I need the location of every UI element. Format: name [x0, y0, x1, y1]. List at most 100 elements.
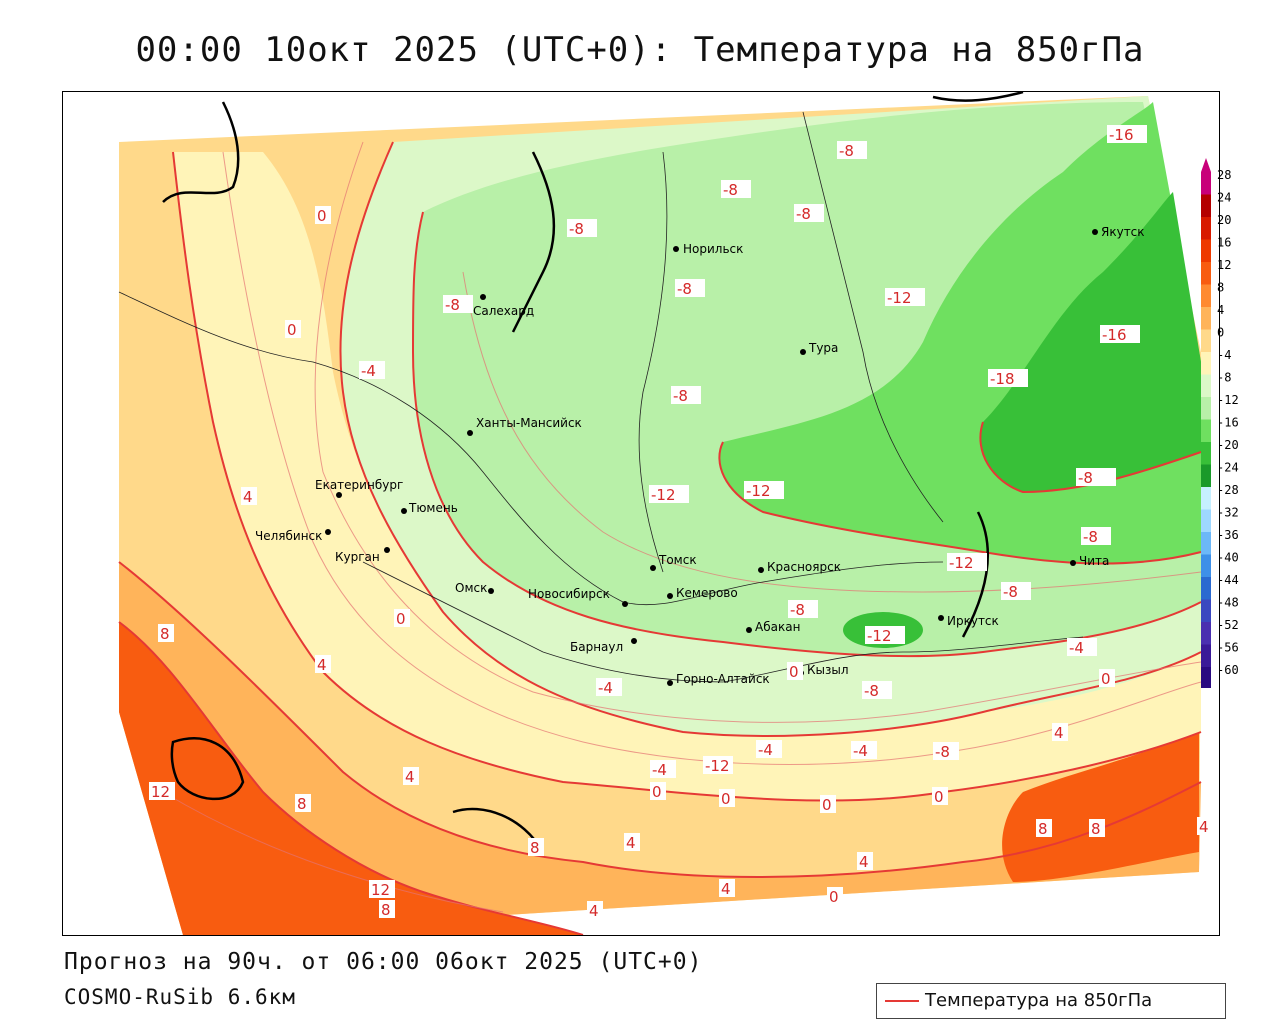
contour-label: 4 — [241, 487, 257, 506]
warm-zone-12 — [119, 622, 583, 935]
svg-text:-12: -12 — [705, 757, 730, 775]
contour-label: -8 — [788, 600, 818, 619]
svg-text:-8: -8 — [790, 601, 805, 619]
svg-text:8: 8 — [160, 625, 170, 643]
svg-text:Курган: Курган — [335, 550, 380, 564]
colorbar-tick-label: 0 — [1217, 326, 1224, 340]
contour-label: 0 — [285, 320, 301, 339]
city-tomsk: Томск — [650, 553, 697, 571]
map-title: 00:00 10окт 2025 (UTC+0): Температура на… — [135, 30, 1145, 70]
contour-label: -4 — [650, 760, 676, 779]
svg-text:-8: -8 — [1003, 583, 1018, 601]
colorbar-tick-label: -36 — [1217, 528, 1239, 542]
contour-label: -12 — [947, 553, 987, 572]
svg-text:8: 8 — [1038, 820, 1048, 838]
svg-text:4: 4 — [405, 768, 415, 786]
svg-text:-8: -8 — [1083, 528, 1098, 546]
model-info: COSMO-RuSib 6.6км — [64, 985, 296, 1009]
colorbar-tick-label: -40 — [1217, 551, 1239, 565]
colorbar-tick-label: -8 — [1217, 371, 1231, 385]
map-area[interactable]: Норильск Якутск Салехард Тура Ханты-Манс… — [62, 91, 1220, 936]
svg-text:-8: -8 — [1078, 469, 1093, 487]
colorbar-swatch — [1201, 464, 1211, 487]
colorbar-tick-label: 4 — [1217, 303, 1224, 317]
svg-text:0: 0 — [287, 321, 297, 339]
colorbar-swatch — [1201, 172, 1211, 195]
svg-text:-12: -12 — [746, 482, 771, 500]
colorbar-swatch — [1201, 487, 1211, 510]
colorbar-swatch — [1201, 442, 1211, 465]
contour-label: 4 — [403, 767, 419, 786]
svg-text:-8: -8 — [935, 743, 950, 761]
contour-label: -8 — [1076, 468, 1116, 487]
colorbar-swatch — [1201, 509, 1211, 532]
city-gorno-altaysk: Горно-Алтайск — [667, 672, 770, 686]
svg-text:Барнаул: Барнаул — [570, 640, 623, 654]
colorbar-swatch — [1201, 599, 1211, 622]
contour-label: 0 — [719, 789, 735, 808]
svg-text:Абакан: Абакан — [755, 620, 800, 634]
svg-text:8: 8 — [381, 901, 391, 919]
coastlines — [162, 92, 1024, 853]
svg-text:Чита: Чита — [1079, 554, 1109, 568]
svg-text:-8: -8 — [796, 205, 811, 223]
colorbar-swatch — [1201, 622, 1211, 645]
contour-label: 12 — [149, 782, 175, 801]
svg-text:8: 8 — [1091, 820, 1101, 838]
svg-text:Тура: Тура — [808, 341, 838, 355]
colorbar-tick-label: -60 — [1217, 663, 1239, 677]
contour-label: -12 — [649, 485, 689, 504]
contour-label: 8 — [158, 624, 174, 643]
colorbar-tick-label: -44 — [1217, 573, 1239, 587]
svg-text:-8: -8 — [864, 682, 879, 700]
svg-text:-18: -18 — [990, 370, 1015, 388]
city-omsk: Омск — [455, 581, 494, 595]
contour-label: 8 — [1089, 819, 1105, 838]
svg-text:-16: -16 — [1102, 326, 1127, 344]
svg-text:-16: -16 — [1109, 126, 1134, 144]
city-markers: Норильск Якутск Салехард Тура Ханты-Манс… — [255, 225, 1145, 686]
svg-text:-4: -4 — [361, 362, 376, 380]
svg-text:Норильск: Норильск — [683, 242, 743, 256]
colorbar-swatch — [1201, 217, 1211, 240]
svg-text:-4: -4 — [1069, 639, 1084, 657]
contour-label: -4 — [359, 361, 385, 380]
legend-box: Температура на 850гПа — [876, 983, 1226, 1019]
contour-label: 12 — [369, 880, 395, 899]
contour-label: -4 — [596, 678, 622, 697]
colorbar-swatch — [1201, 262, 1211, 285]
svg-text:-8: -8 — [677, 280, 692, 298]
svg-text:Иркутск: Иркутск — [947, 614, 999, 628]
contour-label: 0 — [820, 795, 836, 814]
contour-value-labels: -16 -8 -8 -8 -8 -8 0 -8 -12 -16 -18 -8 0… — [149, 125, 1213, 920]
svg-text:4: 4 — [859, 853, 869, 871]
svg-text:0: 0 — [396, 610, 406, 628]
city-salekhard: Салехард — [473, 294, 534, 318]
forecast-info: Прогноз на 90ч. от 06:00 06окт 2025 (UTC… — [64, 949, 703, 975]
colorbar-tick-label: -32 — [1217, 506, 1239, 520]
city-chita: Чита — [1070, 554, 1109, 568]
thin-isotherms — [162, 141, 1202, 913]
colorbar-tick-label: -56 — [1217, 641, 1239, 655]
colorbar-tick-label: -52 — [1217, 618, 1239, 632]
svg-text:4: 4 — [626, 834, 636, 852]
svg-text:8: 8 — [530, 839, 540, 857]
contour-label: -8 — [862, 681, 892, 700]
colorbar-tick-label: 8 — [1217, 281, 1224, 295]
svg-text:-8: -8 — [445, 296, 460, 314]
contour-label: -16 — [1107, 125, 1147, 144]
svg-text:12: 12 — [371, 881, 390, 899]
contour-label: -8 — [794, 204, 824, 223]
svg-text:0: 0 — [822, 796, 832, 814]
contour-label: -8 — [721, 180, 751, 199]
svg-text:Тюмень: Тюмень — [408, 501, 458, 515]
city-khanty-mansiysk: Ханты-Мансийск — [467, 416, 582, 436]
band-minus16 — [980, 192, 1201, 492]
svg-text:Омск: Омск — [455, 581, 487, 595]
colorbar-swatch — [1201, 667, 1211, 688]
contour-label: 0 — [787, 662, 803, 681]
city-tyumen: Тюмень — [401, 501, 458, 515]
temperature-map[interactable]: Норильск Якутск Салехард Тура Ханты-Манс… — [63, 92, 1219, 935]
svg-text:0: 0 — [789, 663, 799, 681]
contour-label: 4 — [719, 879, 735, 898]
